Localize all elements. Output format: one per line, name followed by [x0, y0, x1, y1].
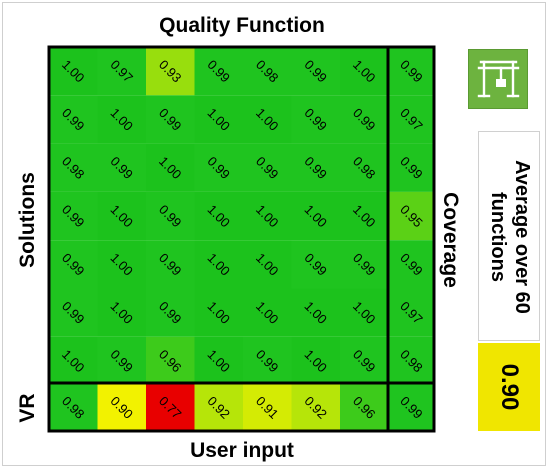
solution-r4-c7-cell: [340, 191, 389, 241]
solution-r1-c1-cell: [49, 47, 98, 96]
vr-row-border: [47, 381, 436, 433]
figure-frame: [2, 2, 546, 466]
vr-c1-cell: [49, 384, 98, 431]
solution-r5-c3-cell: [146, 240, 195, 289]
solution-r6-c4-cell: [194, 288, 243, 337]
coverage-r2-cell: [389, 95, 434, 144]
coverage-r3-cell: [389, 143, 434, 192]
solution-r2-c6-cell: [291, 95, 340, 144]
solution-r1-c5-cell: [243, 47, 292, 96]
vr-c6-cell: [291, 384, 340, 431]
vr-c3-cell: [146, 384, 195, 431]
solution-r6-c5-cell: [243, 288, 292, 337]
solution-r2-c2-cell: [97, 95, 146, 144]
solution-r5-c7-cell: [340, 240, 389, 289]
solution-r7-c1-cell: [49, 336, 98, 386]
solution-r4-c6-cell: [291, 191, 340, 241]
coverage-r1-cell: [389, 47, 434, 96]
solution-r7-c3-cell: [146, 336, 195, 386]
coverage-r7-cell: [389, 336, 434, 386]
solution-r1-c7-cell: [340, 47, 389, 96]
vr-c4-cell: [194, 384, 243, 431]
solution-r3-c7-cell: [340, 143, 389, 192]
solution-r4-c1-cell: [49, 191, 98, 241]
solution-r2-c1-cell: [49, 95, 98, 144]
solution-r4-c2-cell: [97, 191, 146, 241]
vr-c2-cell: [97, 384, 146, 431]
coverage-r6-cell: [389, 288, 434, 337]
coverage-r5-cell: [389, 240, 434, 289]
x-axis-title: User input: [190, 439, 294, 462]
solution-r5-c1-cell: [49, 240, 98, 289]
solution-r4-c4-cell: [194, 191, 243, 241]
vr-coverage-cell: [389, 384, 434, 431]
solution-r3-c6-cell: [291, 143, 340, 192]
average-label-box: Average over 60 functions: [478, 131, 540, 341]
solution-r1-c6-cell: [291, 47, 340, 96]
solution-r7-c4-cell: [194, 336, 243, 386]
solution-r7-c7-cell: [340, 336, 389, 386]
solution-r1-c4-cell: [194, 47, 243, 96]
average-value: 0.90: [496, 363, 523, 411]
solution-r7-c2-cell: [97, 336, 146, 386]
solution-r3-c2-cell: [97, 143, 146, 192]
vr-c7-cell: [340, 384, 389, 431]
solution-r2-c5-cell: [243, 95, 292, 144]
solution-r1-c3-cell: [146, 47, 195, 96]
solution-r7-c6-cell: [291, 336, 340, 386]
solution-r5-c4-cell: [194, 240, 243, 289]
crane-gantry-icon: [468, 49, 528, 109]
solution-r3-c3-cell: [146, 143, 195, 192]
average-label: Average over 60 functions: [487, 160, 533, 314]
solution-r2-c3-cell: [146, 95, 195, 144]
vr-c5-cell: [243, 384, 292, 431]
average-value-box: 0.90: [478, 343, 540, 431]
solution-r7-c5-cell: [243, 336, 292, 386]
solution-r4-c3-cell: [146, 191, 195, 241]
solution-r3-c5-cell: [243, 143, 292, 192]
coverage-r4-cell: [389, 191, 434, 241]
solution-r4-c5-cell: [243, 191, 292, 241]
solution-r6-c6-cell: [291, 288, 340, 337]
chart-title: Quality Function: [159, 14, 325, 37]
solution-r6-c7-cell: [340, 288, 389, 337]
solution-r6-c1-cell: [49, 288, 98, 337]
solution-r6-c3-cell: [146, 288, 195, 337]
solution-r3-c1-cell: [49, 143, 98, 192]
solution-r6-c2-cell: [97, 288, 146, 337]
solution-r2-c4-cell: [194, 95, 243, 144]
solution-r5-c2-cell: [97, 240, 146, 289]
solution-r5-c5-cell: [243, 240, 292, 289]
solution-r1-c2-cell: [97, 47, 146, 96]
solution-r3-c4-cell: [194, 143, 243, 192]
solution-r2-c7-cell: [340, 95, 389, 144]
solution-r5-c6-cell: [291, 240, 340, 289]
